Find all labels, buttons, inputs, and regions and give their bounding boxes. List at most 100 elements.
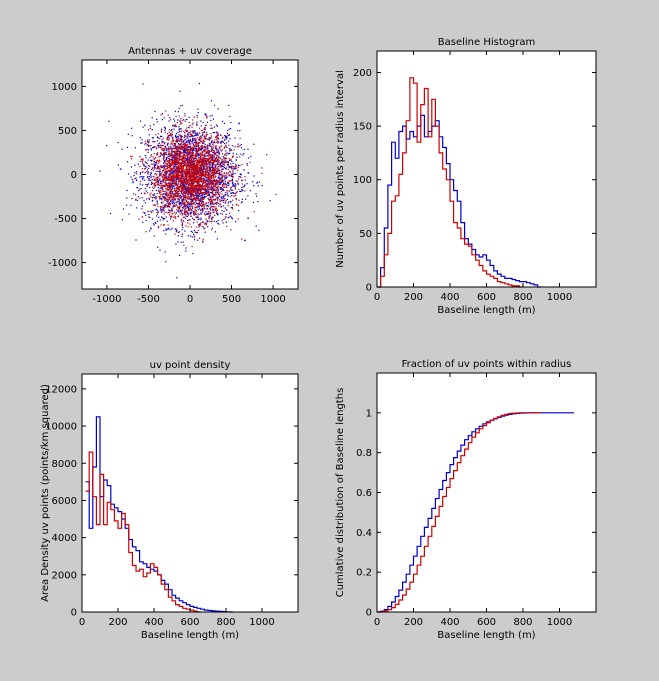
scatter-point: [235, 164, 237, 167]
scatter-point: [227, 161, 230, 163]
scatter-point: [215, 208, 217, 210]
scatter-point: [213, 169, 215, 171]
scatter-point: [190, 164, 192, 167]
scatter-point: [220, 183, 222, 185]
scatter-point: [193, 162, 195, 164]
scatter-point: [186, 168, 188, 170]
scatter-point: [189, 139, 192, 141]
scatter-point: [219, 195, 221, 197]
scatter-point: [196, 195, 198, 197]
scatter-point: [204, 150, 207, 152]
scatter-point: [204, 231, 206, 233]
scatter-point: [179, 151, 181, 153]
scatter-point: [169, 155, 171, 157]
scatter-point: [218, 165, 220, 168]
scatter-point: [189, 171, 191, 173]
scatter-point: [219, 200, 222, 202]
scatter-point: [194, 147, 196, 149]
scatter-point: [222, 136, 224, 138]
scatter-point: [134, 164, 136, 166]
scatter-point: [158, 189, 160, 191]
scatter-point: [181, 200, 183, 202]
scatter-point: [184, 132, 186, 134]
scatter-point: [183, 244, 185, 246]
scatter-point: [176, 154, 178, 156]
scatter-point: [196, 193, 198, 195]
scatter-point: [198, 218, 200, 220]
scatter-point: [227, 195, 229, 197]
scatter-point: [238, 146, 240, 148]
scatter-point: [191, 182, 193, 184]
scatter-point: [189, 177, 191, 180]
scatter-point: [183, 193, 185, 195]
scatter-point: [187, 178, 189, 180]
scatter-point: [164, 197, 167, 199]
scatter-point: [215, 164, 217, 166]
scatter-point: [178, 190, 180, 192]
scatter-point: [216, 183, 218, 185]
scatter-point: [207, 187, 209, 189]
scatter-point: [205, 135, 207, 137]
scatter-point: [190, 186, 192, 188]
scatter-point: [190, 173, 192, 175]
scatter-point: [183, 202, 185, 205]
scatter-point: [170, 169, 172, 171]
scatter-point: [181, 104, 183, 106]
scatter-point: [191, 174, 193, 177]
scatter-point: [153, 146, 155, 148]
scatter-point: [212, 157, 214, 159]
scatter-point: [221, 185, 223, 187]
scatter-point: [180, 163, 182, 165]
scatter-point: [258, 229, 260, 231]
scatter-point: [161, 188, 163, 190]
scatter-point: [241, 201, 243, 203]
scatter-point: [177, 164, 180, 166]
scatter-point: [195, 162, 197, 164]
scatter-point: [209, 157, 211, 159]
scatter-point: [189, 195, 191, 197]
scatter-point: [164, 178, 166, 180]
scatter-point: [222, 182, 225, 184]
scatter-point: [162, 170, 164, 173]
scatter-point: [173, 190, 176, 192]
scatter-point: [207, 161, 210, 164]
scatter-point: [164, 206, 166, 208]
scatter-point: [178, 166, 181, 168]
scatter-point: [195, 187, 197, 189]
scatter-point: [193, 201, 195, 204]
scatter-point: [148, 178, 150, 180]
scatter-point: [156, 154, 158, 156]
scatter-point: [204, 162, 206, 164]
scatter-point: [202, 141, 204, 143]
scatter-point: [161, 190, 163, 192]
scatter-point: [188, 219, 190, 221]
scatter-point: [127, 161, 129, 163]
scatter-point: [229, 175, 231, 177]
scatter-point: [163, 211, 165, 213]
scatter-point: [203, 179, 205, 181]
scatter-point: [176, 201, 178, 203]
scatter-point: [152, 194, 154, 196]
scatter-point: [151, 197, 153, 199]
scatter-point: [198, 179, 200, 181]
scatter-point: [202, 146, 204, 148]
scatter-point: [228, 148, 230, 150]
scatter-point: [207, 192, 209, 194]
scatter-point: [149, 216, 151, 218]
scatter-point: [160, 209, 162, 211]
scatter-point: [186, 180, 189, 182]
scatter-point: [225, 176, 227, 178]
scatter-point: [172, 161, 174, 163]
scatter-point: [159, 178, 161, 180]
scatter-point: [167, 165, 169, 167]
scatter-point: [185, 175, 187, 177]
scatter-point: [192, 200, 194, 202]
scatter-point: [191, 167, 193, 170]
scatter-point: [166, 138, 168, 140]
scatter-point: [198, 205, 200, 208]
scatter-point: [195, 150, 198, 153]
scatter-point: [190, 149, 192, 151]
scatter-point: [164, 182, 166, 184]
scatter-point: [191, 151, 194, 153]
scatter-point: [153, 187, 155, 190]
